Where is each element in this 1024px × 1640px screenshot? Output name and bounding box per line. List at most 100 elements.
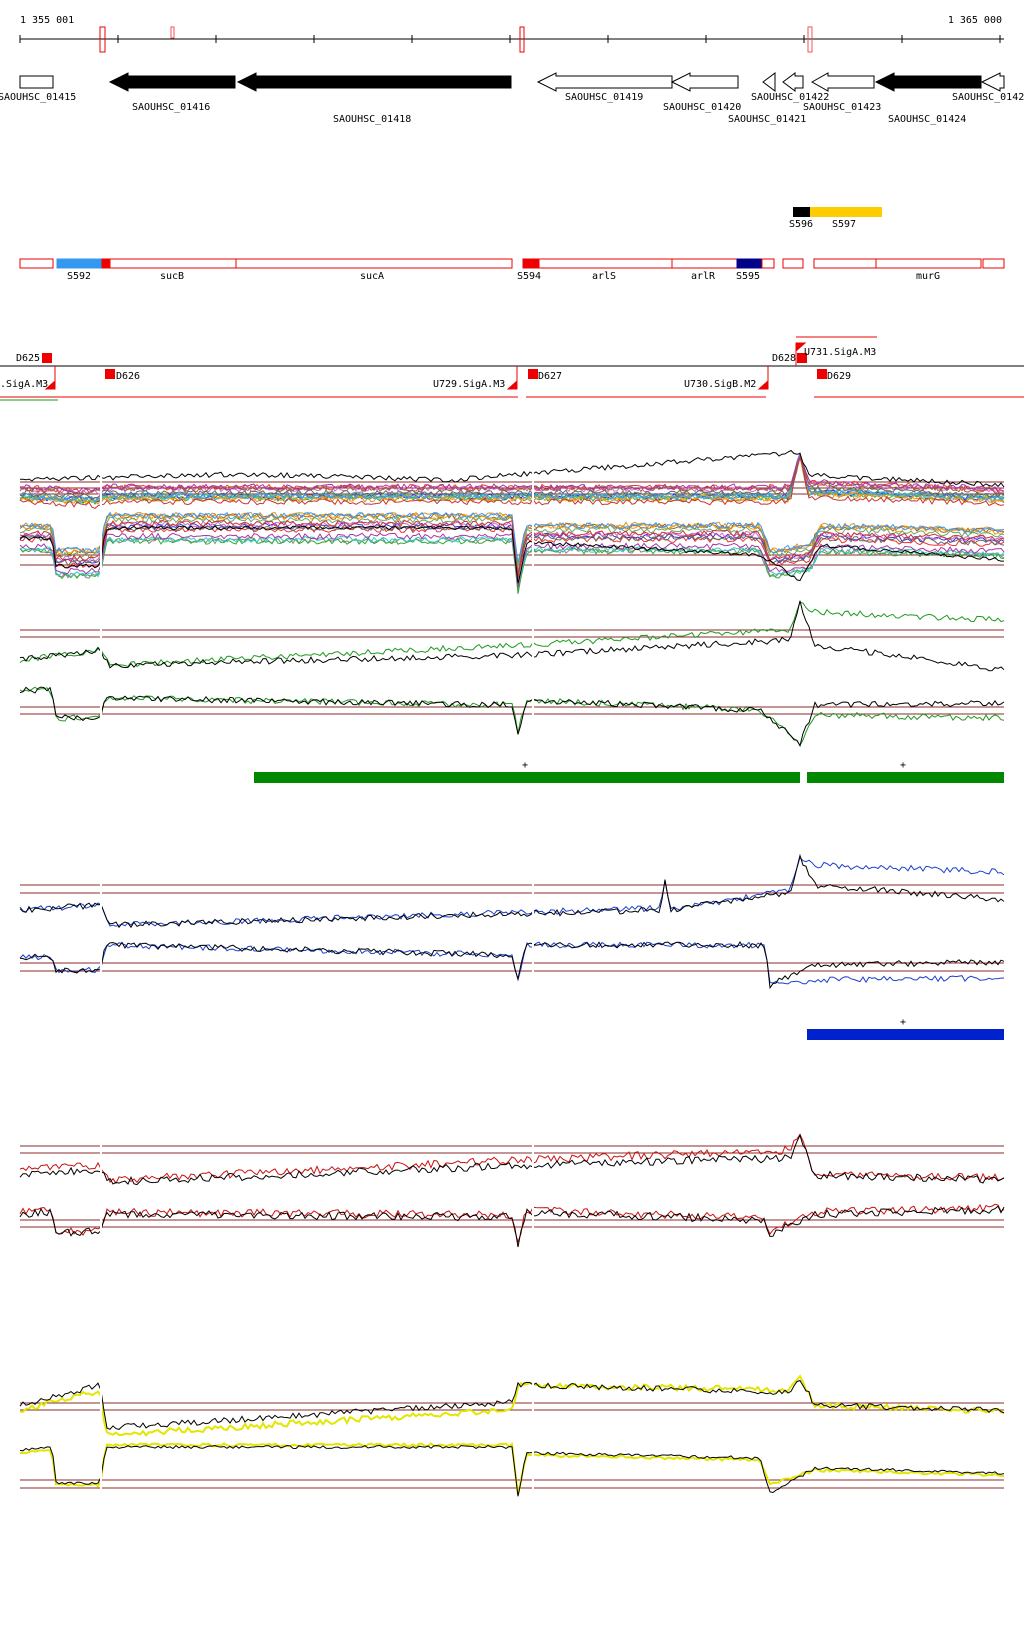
gene-arrow[interactable] (236, 72, 512, 92)
feature-label: D625 (16, 353, 40, 364)
gene-arrow[interactable] (670, 72, 739, 92)
gene-label: SAOUHSC_01416 (132, 102, 210, 113)
gene-label: SAOUHSC_01424 (888, 114, 966, 125)
gene-track: SAOUHSC_01415 SAOUHSC_01416 SAOUHSC_0141… (0, 72, 1024, 125)
segment-block[interactable] (522, 258, 540, 269)
segment-label: S597 (832, 219, 856, 230)
promoter-flag[interactable] (795, 342, 807, 366)
track-line (19, 455, 1005, 501)
segment-label: S596 (789, 219, 813, 230)
gene-arrow[interactable] (874, 72, 982, 92)
gene-label: SAOUHSC_01422 (751, 92, 829, 103)
feature-box[interactable] (105, 369, 115, 379)
segment-label: sucA (360, 271, 384, 282)
annotation-bar-green[interactable] (807, 772, 1004, 783)
segment-block[interactable] (793, 207, 810, 217)
track-line (19, 853, 1005, 929)
promoter-flag[interactable] (757, 366, 769, 390)
segment-block[interactable] (875, 258, 982, 269)
annotation-bar-blue[interactable] (807, 1029, 1004, 1040)
track-line (19, 686, 1005, 748)
track-line (19, 512, 1005, 565)
plus-marker: + (522, 760, 528, 771)
feature-track: D625 D626 .SigA.M3 U729.SigA.M3 D627 U73… (0, 336, 1024, 401)
segment-block[interactable] (101, 258, 111, 269)
gene-label: SAOUHSC_0142 (952, 92, 1024, 103)
segment-block[interactable] (56, 258, 103, 269)
gene-label: SAOUHSC_01418 (333, 114, 411, 125)
segment-block[interactable] (538, 258, 673, 269)
gene-arrow[interactable] (782, 72, 804, 92)
segment-block[interactable] (810, 207, 882, 217)
promoter-flag[interactable] (44, 366, 56, 390)
coordinate-ruler: 1 355 001 1 365 000 (19, 15, 1004, 53)
track-line (19, 525, 1004, 584)
annotation-bar-green[interactable] (254, 772, 800, 783)
segment-block[interactable] (782, 258, 804, 269)
segment-label: sucB (160, 271, 184, 282)
feature-label: D627 (538, 371, 562, 382)
segment-block[interactable] (19, 258, 54, 269)
track-line-blue (19, 941, 1005, 985)
segment-track: S592 sucB sucA S594 arlS arlR S595 murG (19, 258, 1005, 282)
gene-label: SAOUHSC_01423 (803, 102, 881, 113)
track-line-red (19, 1203, 1005, 1244)
gene-arrow[interactable] (536, 72, 673, 92)
track-line (19, 1379, 1005, 1430)
promoter-flag[interactable] (506, 366, 518, 390)
gene-arrow[interactable] (19, 75, 54, 89)
ruler-marker (807, 26, 813, 53)
gene-arrow[interactable] (108, 72, 236, 92)
feature-box[interactable] (42, 353, 52, 363)
segment-label: murG (916, 271, 940, 282)
segment-block[interactable] (671, 258, 738, 269)
track-line-blue (19, 856, 1005, 927)
track-line (19, 456, 1005, 505)
feature-label: .SigA.M3 (0, 379, 48, 390)
track-line-red (19, 1133, 1005, 1185)
track-line (19, 449, 1005, 488)
track-line (19, 941, 1005, 990)
ruler-marker (519, 26, 525, 53)
ruler-start-label: 1 355 001 (20, 15, 74, 26)
ruler-marker (99, 26, 106, 53)
track-line (19, 451, 1004, 494)
ruler-end-label: 1 365 000 (948, 15, 1002, 26)
track-line-green (19, 686, 1005, 747)
feature-box[interactable] (797, 353, 807, 363)
segment-label: arlS (592, 271, 616, 282)
track-line-yellow (19, 1442, 1005, 1496)
feature-label: D628 (772, 353, 796, 364)
expression-tracks (19, 449, 1005, 1520)
gene-arrow[interactable] (980, 72, 1005, 92)
gene-arrow[interactable] (810, 72, 875, 92)
feature-box[interactable] (528, 369, 538, 379)
annotation-bars: + + + (254, 760, 1004, 1040)
plus-marker: + (900, 760, 906, 771)
track-line (19, 519, 1005, 576)
segment-block[interactable] (982, 258, 1005, 269)
ruler-ticks (19, 35, 1001, 43)
track-line (19, 536, 1005, 591)
feature-label: U729.SigA.M3 (433, 379, 505, 390)
segment-label: S595 (736, 271, 760, 282)
segment-block[interactable] (736, 258, 763, 269)
ruler-marker (170, 26, 175, 39)
segment-label: S594 (517, 271, 541, 282)
segment-label: S592 (67, 271, 91, 282)
track-line (19, 600, 1005, 672)
segment-block[interactable] (813, 258, 877, 269)
segment-block[interactable] (761, 258, 775, 269)
feature-label: D626 (116, 371, 140, 382)
segment-block[interactable] (109, 258, 237, 269)
plus-marker: + (900, 1017, 906, 1028)
feature-label: D629 (827, 371, 851, 382)
track-line (19, 1205, 1005, 1248)
track-line (19, 511, 1005, 564)
segment-block[interactable] (235, 258, 513, 269)
feature-box[interactable] (817, 369, 827, 379)
gene-arrow[interactable] (762, 72, 776, 92)
feature-label: U730.SigB.M2 (684, 379, 756, 390)
segment-label: arlR (691, 271, 716, 282)
